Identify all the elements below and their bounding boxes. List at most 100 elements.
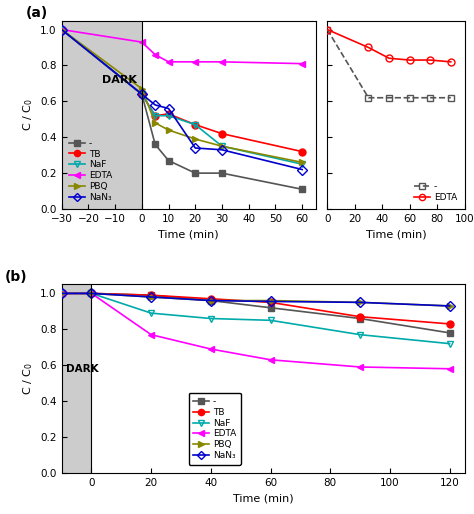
TB [447, 321, 453, 327]
TB [59, 290, 64, 297]
Text: (b): (b) [5, 270, 28, 284]
NaF [152, 113, 158, 119]
Text: (a): (a) [26, 6, 48, 20]
Line: EDTA: EDTA [324, 26, 454, 65]
PBQ [299, 159, 305, 166]
EDTA [139, 39, 145, 45]
- [386, 95, 392, 101]
Bar [62, 284, 91, 473]
PBQ [208, 298, 214, 304]
EDTA [268, 357, 273, 363]
PBQ [357, 299, 363, 305]
X-axis label: Time (min): Time (min) [365, 229, 426, 240]
NaN₃ [268, 299, 273, 305]
- [357, 316, 363, 322]
EDTA [219, 59, 225, 65]
NaF [192, 122, 198, 128]
NaN₃ [219, 146, 225, 153]
PBQ [166, 127, 172, 133]
- [208, 298, 214, 304]
- [324, 26, 330, 32]
TB [166, 111, 172, 117]
PBQ [59, 26, 64, 32]
NaF [447, 341, 453, 347]
EDTA [299, 61, 305, 67]
NaF [89, 290, 94, 297]
X-axis label: Time (min): Time (min) [158, 229, 219, 240]
Line: EDTA: EDTA [58, 26, 306, 67]
Line: NaN₃: NaN₃ [58, 26, 306, 173]
- [152, 141, 158, 148]
NaN₃ [59, 26, 64, 32]
- [447, 330, 453, 336]
TB [59, 26, 64, 32]
EDTA [365, 44, 371, 50]
Line: PBQ: PBQ [58, 290, 453, 309]
Line: TB: TB [58, 26, 306, 155]
PBQ [148, 294, 154, 300]
TB [148, 292, 154, 298]
- [139, 91, 145, 97]
EDTA [208, 346, 214, 352]
- [299, 186, 305, 192]
NaF [59, 290, 64, 297]
PBQ [89, 290, 94, 297]
EDTA [192, 59, 198, 65]
TB [139, 91, 145, 97]
Line: NaF: NaF [58, 290, 453, 347]
- [219, 170, 225, 176]
NaN₃ [139, 91, 145, 97]
- [59, 26, 64, 32]
TB [357, 314, 363, 320]
- [428, 95, 433, 101]
NaF [148, 310, 154, 316]
- [89, 290, 94, 297]
EDTA [59, 290, 64, 297]
EDTA [89, 290, 94, 297]
PBQ [447, 303, 453, 309]
Line: NaN₃: NaN₃ [58, 290, 453, 309]
NaN₃ [89, 290, 94, 297]
EDTA [166, 59, 172, 65]
PBQ [219, 143, 225, 149]
NaN₃ [208, 298, 214, 304]
EDTA [357, 364, 363, 370]
Legend: -, TB, NaF, EDTA, PBQ, NaN₃: -, TB, NaF, EDTA, PBQ, NaN₃ [189, 393, 241, 465]
- [407, 95, 412, 101]
EDTA [407, 57, 412, 63]
NaF [59, 26, 64, 32]
TB [219, 131, 225, 137]
- [59, 290, 64, 297]
Line: EDTA: EDTA [58, 290, 453, 372]
PBQ [268, 298, 273, 304]
TB [208, 296, 214, 302]
EDTA [448, 59, 454, 65]
- [166, 157, 172, 163]
NaF [219, 143, 225, 149]
X-axis label: Time (min): Time (min) [233, 493, 293, 503]
PBQ [59, 290, 64, 297]
NaN₃ [299, 167, 305, 173]
TB [192, 122, 198, 128]
Legend: -, TB, NaF, EDTA, PBQ, NaN₃: -, TB, NaF, EDTA, PBQ, NaN₃ [66, 136, 115, 205]
NaF [166, 113, 172, 119]
NaF [208, 316, 214, 322]
Legend: -, EDTA: -, EDTA [411, 179, 460, 205]
Line: TB: TB [58, 290, 453, 327]
- [365, 95, 371, 101]
NaN₃ [192, 145, 198, 151]
TB [268, 299, 273, 305]
Text: DARK: DARK [102, 76, 137, 85]
TB [152, 113, 158, 119]
NaF [139, 91, 145, 97]
TB [299, 149, 305, 155]
NaN₃ [152, 102, 158, 108]
NaN₃ [166, 105, 172, 112]
NaF [299, 161, 305, 167]
- [268, 305, 273, 311]
Line: -: - [324, 26, 454, 101]
- [448, 95, 454, 101]
Bar [62, 21, 142, 209]
- [148, 292, 154, 298]
EDTA [428, 57, 433, 63]
